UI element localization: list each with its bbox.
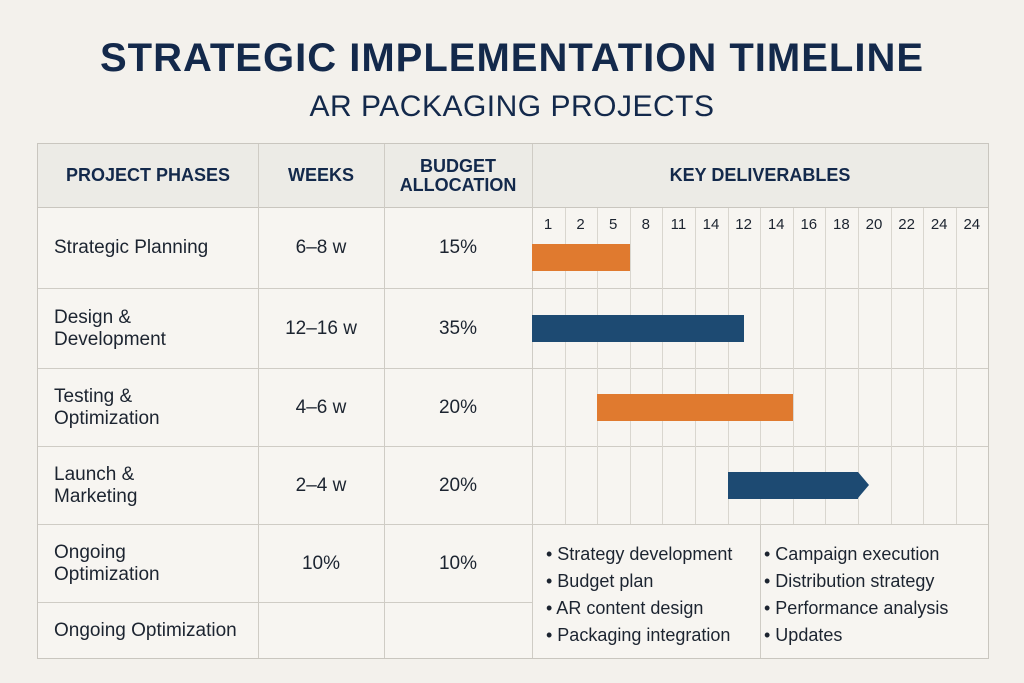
- gantt-gridline: [597, 208, 599, 524]
- deliverable-item: • Campaign execution: [764, 544, 940, 564]
- chart-subtitle: AR PACKAGING PROJECTS: [309, 90, 715, 123]
- phase-cell: Ongoing Optimization: [54, 541, 160, 585]
- header-weeks: WEEKS: [287, 165, 354, 185]
- phase-cell: Testing & Optimization: [54, 385, 160, 429]
- budget-cell: 20%: [438, 396, 478, 418]
- deliverables-list-2: • Campaign execution • Distribution strat…: [764, 541, 948, 649]
- gantt-bar: [532, 315, 744, 342]
- gantt-bar-arrowhead: [858, 472, 869, 498]
- phase-cell: Launch & Marketing: [54, 463, 138, 507]
- week-tick-label: 24: [963, 216, 981, 233]
- chart-title: STRATEGIC IMPLEMENTATION TIMELINE: [99, 36, 925, 80]
- budget-cell: 20%: [438, 474, 478, 496]
- week-tick-label: 11: [670, 216, 687, 233]
- week-tick-label: 14: [767, 216, 785, 233]
- week-tick-label: 20: [865, 216, 883, 233]
- row-divider: [38, 446, 988, 447]
- gantt-gridline: [564, 208, 566, 524]
- deliverable-item: • Budget plan: [546, 571, 654, 591]
- gantt-gridline: [629, 208, 631, 524]
- row-divider: [38, 288, 988, 289]
- weeks-cell: 4–6 w: [295, 396, 347, 418]
- budget-cell: 15%: [438, 237, 478, 258]
- gantt-gridline: [760, 208, 762, 524]
- gantt-gridline: [695, 208, 696, 524]
- weeks-cell: 10%: [301, 552, 341, 574]
- phase-cell: Strategic Planning: [54, 237, 209, 258]
- deliverable-item: • Packaging integration: [546, 625, 731, 645]
- header-project-phases: PROJECT PHASES: [65, 165, 231, 185]
- week-tick-label: 2: [576, 216, 585, 233]
- column-divider: [384, 144, 385, 658]
- gantt-gridline: [727, 208, 729, 524]
- gantt-gridline: [825, 208, 827, 524]
- deliverable-item: • Strategy development: [546, 544, 733, 564]
- timeline-table: PROJECT PHASES WEEKS BUDGET ALLOCATION K…: [37, 143, 989, 659]
- gantt-bar: [532, 244, 630, 271]
- gantt-gridline: [923, 208, 925, 524]
- week-tick-label: 18: [833, 216, 850, 233]
- column-divider: [258, 144, 259, 658]
- week-tick-label: 24: [930, 216, 948, 233]
- budget-cell: 35%: [438, 317, 478, 339]
- header-budget-allocation: BUDGET ALLOCATION: [399, 155, 517, 195]
- weeks-cell: 6–8 w: [295, 237, 347, 258]
- deliverable-item: • Distribution strategy: [764, 571, 935, 591]
- table-header: [38, 144, 988, 208]
- weeks-cell: 2–4 w: [295, 474, 347, 496]
- week-tick-label: 8: [641, 216, 650, 233]
- row-divider: [38, 368, 988, 369]
- header-key-deliverables: KEY DELIVERABLES: [669, 165, 851, 185]
- gantt-gridline: [662, 208, 664, 524]
- week-tick-label: 1: [543, 216, 553, 233]
- column-divider: [532, 144, 533, 658]
- gantt-gridline: [890, 208, 892, 524]
- week-tick-label: 22: [898, 216, 915, 233]
- week-tick-label: 12: [735, 216, 752, 233]
- gantt-gridline: [858, 208, 859, 524]
- weeks-cell: 12–16 w: [285, 317, 357, 339]
- deliverables-list-1: • Strategy development • Budget plan • AR …: [546, 541, 732, 649]
- gantt-bar: [597, 394, 793, 421]
- gantt-gridline: [955, 208, 957, 524]
- budget-cell: 10%: [438, 552, 478, 574]
- gantt-bar: [727, 472, 858, 499]
- week-tick-label: 5: [609, 216, 618, 233]
- deliverable-item: • Updates: [764, 625, 843, 645]
- column-divider: [760, 524, 761, 658]
- deliverable-item: • Performance analysis: [764, 598, 949, 618]
- week-tick-label: 16: [800, 216, 818, 233]
- week-tick-label: 14: [702, 216, 720, 233]
- row-divider: [38, 524, 988, 525]
- row-divider: [38, 602, 532, 603]
- gantt-gridline: [792, 208, 794, 524]
- phase-cell: Ongoing Optimization: [54, 619, 237, 641]
- phase-cell: Design & Development: [54, 306, 166, 350]
- deliverable-item: • AR content design: [546, 598, 704, 618]
